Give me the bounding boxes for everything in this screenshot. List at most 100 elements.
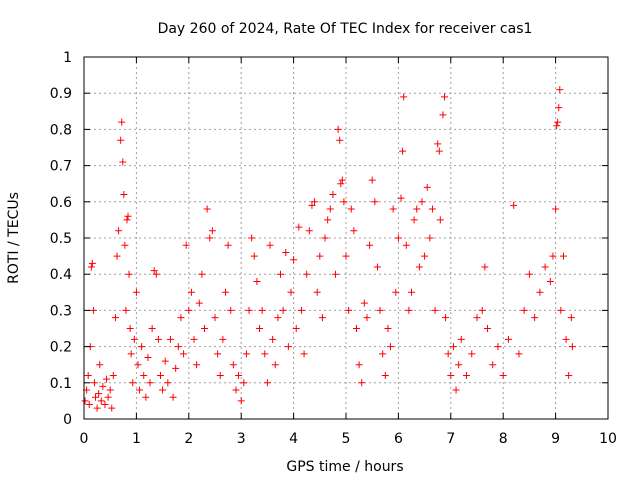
- data-point: [277, 270, 284, 278]
- data-point: [269, 335, 277, 343]
- data-point: [394, 234, 402, 242]
- data-point: [180, 350, 188, 358]
- data-point: [250, 252, 258, 260]
- data-point: [146, 379, 154, 387]
- data-point: [253, 277, 261, 285]
- y-tick-label: 0.1: [50, 376, 72, 392]
- y-tick-label: 0.3: [50, 303, 72, 319]
- data-point: [150, 267, 158, 275]
- data-point: [494, 343, 502, 351]
- chart-title: Day 260 of 2024, Rate Of TEC Index for r…: [158, 21, 533, 37]
- data-point: [481, 263, 489, 271]
- y-axis-label: ROTI / TECUs: [6, 192, 22, 284]
- data-point: [473, 314, 481, 322]
- data-point: [224, 241, 232, 249]
- data-point: [311, 198, 319, 206]
- data-point: [235, 372, 243, 380]
- x-tick-label: 1: [132, 431, 141, 447]
- data-point: [136, 386, 144, 394]
- data-point: [555, 104, 563, 112]
- data-point: [93, 404, 101, 412]
- data-point: [284, 343, 292, 351]
- data-point: [405, 306, 413, 314]
- data-point: [358, 379, 366, 387]
- data-point: [567, 314, 575, 322]
- data-point: [242, 350, 250, 358]
- data-point: [426, 234, 434, 242]
- data-point: [329, 191, 337, 199]
- y-tick-label: 0.9: [50, 86, 72, 102]
- data-point: [342, 252, 350, 260]
- data-point: [290, 256, 298, 264]
- data-point: [468, 350, 476, 358]
- data-point: [237, 397, 245, 405]
- data-point: [174, 343, 182, 351]
- data-point: [520, 306, 528, 314]
- data-point: [387, 343, 395, 351]
- data-point: [549, 252, 557, 260]
- data-point: [138, 343, 146, 351]
- data-point: [122, 306, 130, 314]
- data-point: [340, 198, 348, 206]
- data-point: [400, 93, 408, 101]
- data-point: [337, 180, 345, 188]
- data-point: [164, 379, 172, 387]
- data-point: [219, 335, 227, 343]
- data-point: [106, 386, 114, 394]
- data-point: [169, 393, 177, 401]
- data-point: [442, 314, 450, 322]
- y-tick-label: 0.4: [50, 267, 72, 283]
- data-point: [159, 386, 167, 394]
- data-point: [92, 393, 100, 401]
- data-point: [203, 205, 211, 213]
- data-point: [129, 379, 137, 387]
- data-point: [397, 194, 405, 202]
- data-point: [206, 234, 214, 242]
- data-point: [557, 306, 565, 314]
- data-point: [266, 241, 274, 249]
- data-point: [227, 306, 235, 314]
- data-point: [363, 314, 371, 322]
- data-point: [504, 335, 512, 343]
- data-point: [452, 386, 460, 394]
- data-point: [444, 350, 452, 358]
- data-point: [379, 350, 387, 358]
- data-point: [248, 234, 256, 242]
- data-point: [435, 147, 443, 155]
- data-point: [305, 227, 313, 235]
- data-point: [559, 252, 567, 260]
- data-point: [554, 118, 562, 126]
- data-point: [350, 227, 358, 235]
- data-point: [144, 353, 152, 361]
- data-point: [185, 306, 193, 314]
- data-point: [345, 306, 353, 314]
- data-point: [172, 364, 180, 372]
- data-point: [103, 375, 111, 383]
- data-point: [177, 314, 185, 322]
- data-point: [360, 299, 368, 307]
- data-point: [525, 270, 533, 278]
- data-point: [447, 372, 455, 380]
- data-point: [132, 288, 140, 296]
- x-tick-label: 7: [446, 431, 455, 447]
- data-point: [381, 372, 389, 380]
- data-point: [489, 361, 497, 369]
- data-point: [104, 393, 112, 401]
- y-tick-label: 0.5: [50, 231, 72, 247]
- data-point: [568, 343, 576, 351]
- data-point: [355, 361, 363, 369]
- data-point: [410, 216, 418, 224]
- data-point: [297, 306, 305, 314]
- data-point: [109, 372, 117, 380]
- data-point: [134, 361, 142, 369]
- data-point: [408, 288, 415, 296]
- data-point: [187, 288, 195, 296]
- data-point: [130, 335, 138, 343]
- data-point: [332, 270, 340, 278]
- data-point: [99, 382, 107, 390]
- data-point: [201, 325, 209, 332]
- data-point: [90, 379, 98, 387]
- data-point: [515, 350, 523, 358]
- data-point: [421, 252, 429, 260]
- data-point: [376, 306, 384, 314]
